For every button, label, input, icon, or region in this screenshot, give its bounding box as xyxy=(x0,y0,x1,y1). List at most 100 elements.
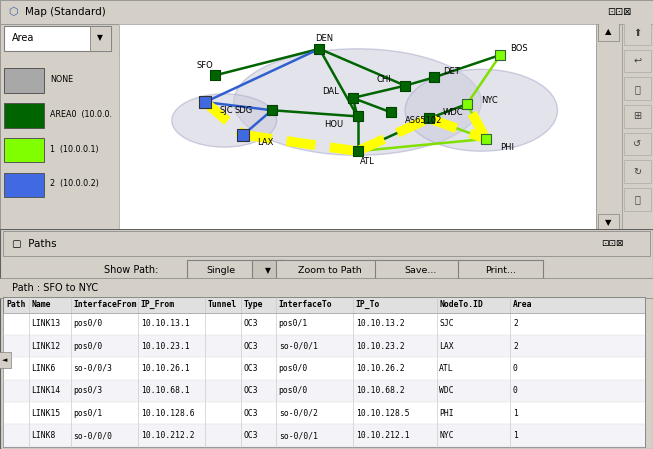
FancyBboxPatch shape xyxy=(458,260,543,281)
Point xyxy=(352,113,362,120)
Text: ⬡: ⬡ xyxy=(8,7,18,17)
Text: LAX: LAX xyxy=(439,342,454,351)
Text: pos0/0: pos0/0 xyxy=(73,342,103,351)
FancyBboxPatch shape xyxy=(624,78,651,100)
Text: ◄: ◄ xyxy=(2,357,8,363)
Text: Area: Area xyxy=(513,300,532,309)
Point xyxy=(314,45,325,53)
Bar xyxy=(3,231,650,256)
FancyBboxPatch shape xyxy=(3,26,111,51)
Text: SJC: SJC xyxy=(439,319,454,328)
Text: ⬆: ⬆ xyxy=(633,28,641,39)
Text: pos0/1: pos0/1 xyxy=(279,319,308,328)
Text: ATL: ATL xyxy=(360,157,374,166)
FancyBboxPatch shape xyxy=(4,68,44,93)
Text: 10.10.13.1: 10.10.13.1 xyxy=(140,319,189,328)
FancyBboxPatch shape xyxy=(624,50,651,72)
Point xyxy=(200,98,210,106)
Text: IP_To: IP_To xyxy=(356,300,380,309)
Bar xyxy=(3,357,645,380)
Point xyxy=(428,74,439,81)
FancyBboxPatch shape xyxy=(624,160,651,183)
FancyBboxPatch shape xyxy=(4,103,44,128)
Text: SDG: SDG xyxy=(234,106,253,115)
Text: NONE: NONE xyxy=(50,75,73,84)
Text: 1: 1 xyxy=(513,409,518,418)
Bar xyxy=(3,402,645,424)
Text: 1  (10.0.0.1): 1 (10.0.0.1) xyxy=(50,145,99,154)
Text: so-0/0/0: so-0/0/0 xyxy=(73,431,112,440)
Text: OC3: OC3 xyxy=(244,319,258,328)
Ellipse shape xyxy=(172,94,277,147)
Point xyxy=(266,107,277,114)
Text: Print...: Print... xyxy=(485,266,517,275)
Text: NYC: NYC xyxy=(481,96,498,105)
FancyBboxPatch shape xyxy=(4,173,44,197)
Text: 👤: 👤 xyxy=(635,84,640,94)
Text: WDC: WDC xyxy=(443,108,464,117)
Text: Area: Area xyxy=(12,33,35,43)
Text: Type: Type xyxy=(244,300,263,309)
Text: ↻: ↻ xyxy=(633,167,641,176)
Text: DAL: DAL xyxy=(322,87,338,97)
FancyBboxPatch shape xyxy=(598,214,619,231)
Text: HOU: HOU xyxy=(324,120,343,129)
Text: ATL: ATL xyxy=(439,364,454,373)
Point xyxy=(481,135,491,142)
Point xyxy=(495,51,505,58)
Point xyxy=(352,148,362,155)
Text: PHI: PHI xyxy=(439,409,454,418)
Text: Map (Standard): Map (Standard) xyxy=(25,7,106,17)
Text: 0: 0 xyxy=(513,386,518,396)
Text: NodeTo.ID: NodeTo.ID xyxy=(439,300,483,309)
FancyBboxPatch shape xyxy=(624,133,651,155)
Text: LAX: LAX xyxy=(257,138,274,148)
Text: 2: 2 xyxy=(513,342,518,351)
Text: AS65102: AS65102 xyxy=(405,116,443,125)
Text: LINK12: LINK12 xyxy=(31,342,61,351)
Text: pos0/0: pos0/0 xyxy=(279,364,308,373)
Text: IP_From: IP_From xyxy=(140,300,175,309)
Text: OC3: OC3 xyxy=(244,364,258,373)
Text: 10.10.23.1: 10.10.23.1 xyxy=(140,342,189,351)
Text: InterfaceTo: InterfaceTo xyxy=(279,300,332,309)
Text: 10.10.128.6: 10.10.128.6 xyxy=(140,409,195,418)
Text: Save...: Save... xyxy=(404,266,437,275)
Text: 10.10.68.1: 10.10.68.1 xyxy=(140,386,189,396)
Text: 1: 1 xyxy=(513,431,518,440)
Text: OC3: OC3 xyxy=(244,409,258,418)
Text: ↺: ↺ xyxy=(633,139,641,149)
FancyBboxPatch shape xyxy=(624,188,651,211)
Text: pos0/1: pos0/1 xyxy=(73,409,103,418)
FancyBboxPatch shape xyxy=(252,260,283,281)
Bar xyxy=(3,424,645,447)
Text: ▼: ▼ xyxy=(605,218,612,227)
Text: Single: Single xyxy=(206,266,236,275)
Text: 2: 2 xyxy=(513,319,518,328)
FancyBboxPatch shape xyxy=(0,352,11,368)
FancyBboxPatch shape xyxy=(0,278,653,298)
Text: so-0/0/1: so-0/0/1 xyxy=(279,431,317,440)
Text: InterfaceFrom: InterfaceFrom xyxy=(73,300,136,309)
Text: BOS: BOS xyxy=(510,44,528,53)
Text: 10.10.26.2: 10.10.26.2 xyxy=(356,364,404,373)
Bar xyxy=(3,297,645,447)
Text: Path : SFO to NYC: Path : SFO to NYC xyxy=(12,283,98,293)
FancyBboxPatch shape xyxy=(89,26,111,51)
Text: ▼: ▼ xyxy=(97,34,103,43)
Text: LINK15: LINK15 xyxy=(31,409,61,418)
Point xyxy=(424,115,434,122)
Point xyxy=(462,101,472,108)
FancyBboxPatch shape xyxy=(598,23,619,40)
Text: ⊡⊡⊠: ⊡⊡⊠ xyxy=(601,239,623,248)
Text: NYC: NYC xyxy=(439,431,454,440)
Point xyxy=(347,94,358,101)
Text: so-0/0/3: so-0/0/3 xyxy=(73,364,112,373)
Bar xyxy=(3,380,645,402)
Text: PHI: PHI xyxy=(500,143,515,152)
Text: LINK6: LINK6 xyxy=(31,364,56,373)
Text: ↩: ↩ xyxy=(633,56,641,66)
FancyBboxPatch shape xyxy=(187,260,283,281)
Ellipse shape xyxy=(234,49,481,155)
Text: ▢  Paths: ▢ Paths xyxy=(12,238,56,248)
